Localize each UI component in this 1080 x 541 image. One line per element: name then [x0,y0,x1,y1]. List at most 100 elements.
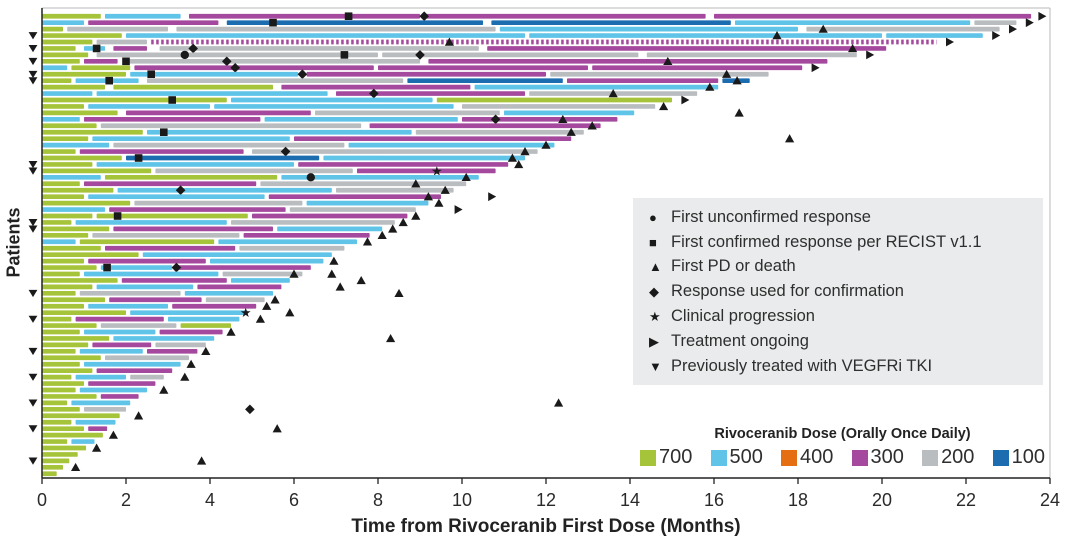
dose-segment [428,58,828,64]
dose-segment [67,26,168,32]
marker-legend-row: ● First unconfirmed response [649,205,1043,230]
treatment-ongoing-marker [866,50,875,60]
dose-segment [155,342,206,348]
dose-segment [176,265,311,270]
pd-or-death-marker [201,346,211,356]
pd-or-death-marker [356,275,366,285]
pd-or-death-marker [732,76,742,85]
dose-segment [113,226,274,232]
dose-segment [147,348,198,354]
dose-segment [130,310,248,316]
dose-segment [42,400,68,406]
dose-segment [75,374,126,380]
dose-segment [96,213,248,219]
pd-or-death-marker [327,269,337,278]
prior-vegfri-tki-marker [28,315,38,323]
prior-vegfri-tki-marker [28,167,38,175]
diamond-icon: ◆ [649,284,659,300]
triangle-right-icon: ▶ [649,333,659,349]
x-axis-tick-label: 8 [373,490,383,510]
dose-segment [407,78,563,84]
dose-segment [231,220,395,225]
dose-segment [42,445,87,451]
pd-or-death-marker [272,424,282,433]
treatment-ongoing-marker [992,31,1001,40]
dose-label: 500 [729,446,763,468]
pd-or-death-marker [514,159,524,169]
treatment-ongoing-marker [1025,18,1034,28]
dose-label: 300 [870,446,904,468]
dose-segment [147,129,412,135]
pd-or-death-marker [388,224,398,233]
dose-segment [281,174,479,180]
treatment-ongoing-marker [681,95,690,105]
dose-segment [42,116,80,122]
treatment-ongoing-marker [811,63,820,73]
pd-or-death-marker [507,153,517,162]
pd-or-death-marker [659,101,669,111]
dose-label: 100 [1011,446,1045,468]
dose-segment [42,361,80,367]
dose-segment [126,33,525,38]
dose-segment [147,78,404,84]
prior-vegfri-tki-marker [28,347,38,356]
dose-segment [88,194,265,200]
star-icon: ★ [649,309,661,325]
dose-segment [84,181,257,187]
dose-segment [348,142,555,148]
dose-segment [462,104,656,109]
dose-segment [42,200,131,206]
dose-segment [306,200,429,206]
dose-segment [436,97,672,103]
dose-segment [130,374,164,380]
dose-segment [121,278,227,283]
dose-segment [105,245,236,251]
dose-segment [646,52,857,58]
treatment-ongoing-marker [1038,11,1047,21]
prior-vegfri-tki-marker [28,373,38,381]
x-axis-tick-label: 10 [452,490,472,510]
dose-segment [113,84,274,90]
dose-segment [382,52,639,58]
dose-segment [42,26,63,32]
dose-segment [159,46,479,51]
dose-segment [84,361,181,367]
dose-segment [42,239,76,245]
treatment-ongoing-marker [454,205,463,214]
unconfirmed-response-marker [180,50,189,60]
dose-segment [96,368,173,374]
dose-segment [42,265,97,270]
dose-label: 700 [659,446,693,468]
dose-segment [974,20,1017,26]
dose-swatch-700 [640,449,656,466]
dose-segment [71,65,131,71]
dose-segment [260,181,467,187]
treatment-ongoing-marker [1009,24,1017,34]
dose-segment [105,13,181,19]
x-axis-tick-label: 4 [205,490,215,510]
square-icon: ■ [649,234,657,250]
dose-segment [92,232,240,238]
pd-or-death-marker [335,282,345,291]
dose-segment [79,348,143,354]
marker-legend-row: ◆ Response used for confirmation [649,279,1043,304]
dose-segment [126,155,320,161]
prior-vegfri-tki-marker [28,77,38,85]
pd-or-death-marker [608,89,618,98]
dose-legend-item: 100 [992,446,1045,469]
dose-segment [159,329,223,335]
dose-legend-item: 300 [851,446,904,469]
dose-segment [714,13,1032,19]
marker-legend-label: Treatment ongoing [671,331,809,350]
dose-segment [42,20,84,26]
dose-segment [42,84,105,90]
marker-legend-row: ▼ Previously treated with VEGFRi TKI [649,354,1043,379]
pd-or-death-marker [289,269,299,278]
pd-or-death-marker [558,114,568,124]
pd-or-death-marker [285,308,295,317]
dose-segment [42,194,84,200]
pd-or-death-marker [663,56,673,66]
pd-or-death-marker [92,443,102,452]
x-axis-tick-label: 16 [704,490,724,510]
